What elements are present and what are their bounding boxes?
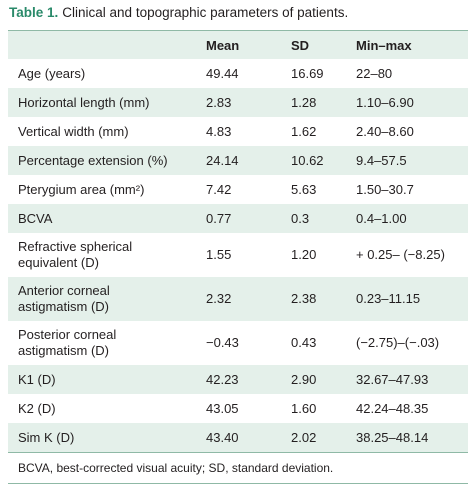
table-cell: 1.55 <box>206 247 232 262</box>
table-cell: 7.42 <box>206 181 232 197</box>
table-cell: Age (years) <box>18 65 86 81</box>
table-cell: 10.62 <box>281 146 346 175</box>
table-cell: 9.4–57.5 <box>346 146 468 175</box>
table-row: Horizontal length (mm) 2.83 1.28 1.10–6.90 <box>8 88 468 117</box>
header-row: Mean SD Min–max <box>8 30 468 59</box>
table-cell: K2 (D) <box>18 400 56 416</box>
table-row: Percentage extension (%) 24.14 10.62 9.4–57… <box>8 146 468 175</box>
table-cell: Vertical width (mm) <box>18 123 129 139</box>
table-cell: + 0.25– (−8.25) <box>356 247 445 262</box>
table-cell: 22–80 <box>356 65 393 81</box>
header-cell: SD <box>281 30 346 59</box>
table-row: Posterior corneal astigmatism (D) −0.43 0.… <box>8 321 468 365</box>
table-cell: 2.40–8.60 <box>356 123 414 139</box>
table-cell: 5.63 <box>291 181 317 197</box>
table-cell: 2.83 <box>196 88 281 117</box>
table-cell: 0.43 <box>291 335 317 350</box>
table-cell: 24.14 <box>196 146 281 175</box>
table-cell: 38.25–48.14 <box>346 423 468 453</box>
header-cell: Mean <box>196 30 281 59</box>
table-cell: 1.10–6.90 <box>346 88 468 117</box>
table-cell: 1.28 <box>281 88 346 117</box>
table-cell: Anterior corneal astigmatism (D) <box>8 277 196 321</box>
table-cell: 16.69 <box>291 65 324 81</box>
table-row: K2 (D) 43.05 1.60 42.24–48.35 <box>8 394 468 423</box>
table-cell: 2.32 <box>196 277 281 321</box>
table-cell: 0.77 <box>196 204 281 233</box>
table-cell: Pterygium area (mm²) <box>18 181 145 197</box>
table-cell: 1.20 <box>291 247 317 262</box>
table-cell: −0.43 <box>206 335 239 350</box>
table-cell: 0.3 <box>281 204 346 233</box>
table-cell: 1.62 <box>291 123 317 139</box>
table-cell: 42.24–48.35 <box>356 400 429 416</box>
header-cell: Min–max <box>346 30 468 59</box>
table-cell: 1.50–30.7 <box>356 181 414 197</box>
table-cell: 2.38 <box>281 277 346 321</box>
table-cell: 0.23–11.15 <box>346 277 468 321</box>
footnote-row: BCVA, best-corrected visual acuity; SD, … <box>8 452 468 484</box>
table-row: Sim K (D) 43.40 2.02 38.25–48.14 <box>8 423 468 453</box>
table-cell: 49.44 <box>206 65 239 81</box>
table: Mean SD Min–max Age (years) 49.44 16.69 22–80… <box>8 30 468 484</box>
table-cell: 1.60 <box>291 400 317 416</box>
table-cell: Refractive spherical equivalent (D) <box>18 239 133 270</box>
table-cell: (−2.75)–(−.03) <box>356 335 440 350</box>
table-cell: 32.67–47.93 <box>346 365 468 394</box>
table-row: K1 (D) 42.23 2.90 32.67–47.93 <box>8 365 468 394</box>
table-cell: Horizontal length (mm) <box>8 88 196 117</box>
table-cell: 2.90 <box>281 365 346 394</box>
caption-text: Clinical and topographic parameters of p… <box>62 5 349 20</box>
table-cell: Posterior corneal astigmatism (D) <box>18 327 117 358</box>
table-cell: 43.05 <box>206 400 239 416</box>
table-cell: 4.83 <box>206 123 232 139</box>
header-cell <box>8 30 196 59</box>
table-row: Refractive spherical equivalent (D) 1.55 1… <box>8 233 468 277</box>
table-body: Age (years) 49.44 16.69 22–80 Horizontal len… <box>8 59 468 484</box>
footnote: BCVA, best-corrected visual acuity; SD, … <box>8 452 468 484</box>
table-cell: K1 (D) <box>8 365 196 394</box>
table-cell: 0.4–1.00 <box>346 204 468 233</box>
table-cell: Percentage extension (%) <box>8 146 196 175</box>
table-row: BCVA 0.77 0.3 0.4–1.00 <box>8 204 468 233</box>
table-row: Anterior corneal astigmatism (D) 2.32 2.38… <box>8 277 468 321</box>
table-cell: 2.02 <box>281 423 346 453</box>
table-cell: Sim K (D) <box>8 423 196 453</box>
table-row: Vertical width (mm) 4.83 1.62 2.40–8.60 <box>8 117 468 146</box>
table-cell: 43.40 <box>196 423 281 453</box>
table-cell: 42.23 <box>196 365 281 394</box>
table-row: Age (years) 49.44 16.69 22–80 <box>8 59 468 88</box>
table-row: Pterygium area (mm²) 7.42 5.63 1.50–30.7 <box>8 175 468 204</box>
table-cell: BCVA <box>8 204 196 233</box>
table-caption: Table 1. Clinical and topographic paramet… <box>9 5 348 20</box>
caption-label: Table 1. <box>9 5 59 20</box>
